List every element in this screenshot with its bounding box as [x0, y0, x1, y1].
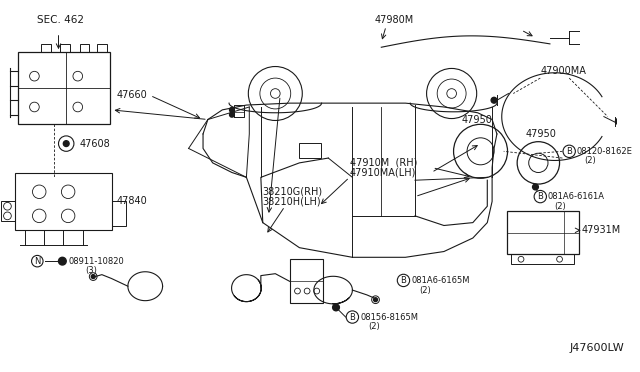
- Bar: [507, 211, 579, 254]
- Bar: [111, 201, 126, 225]
- Bar: [15, 173, 111, 230]
- Text: 47950: 47950: [526, 129, 557, 139]
- Bar: [511, 254, 574, 264]
- Circle shape: [333, 304, 339, 311]
- Text: J47600LW: J47600LW: [569, 343, 624, 353]
- Circle shape: [230, 108, 234, 112]
- Circle shape: [532, 184, 538, 190]
- Circle shape: [374, 298, 378, 302]
- Text: SEC. 462: SEC. 462: [37, 15, 84, 25]
- Text: 47660: 47660: [116, 90, 147, 100]
- Text: B: B: [401, 276, 406, 285]
- Text: 47910MA(LH): 47910MA(LH): [349, 167, 416, 177]
- Text: 47980M: 47980M: [374, 15, 414, 25]
- Bar: [41, 44, 51, 52]
- Text: (2): (2): [584, 157, 596, 166]
- Text: (2): (2): [554, 202, 566, 211]
- Text: (3): (3): [86, 266, 97, 275]
- Text: 08120-8162E: 08120-8162E: [577, 147, 633, 156]
- Text: 081A6-6161A: 081A6-6161A: [548, 192, 605, 201]
- Text: 38210G(RH): 38210G(RH): [263, 187, 323, 197]
- Circle shape: [230, 112, 234, 117]
- Circle shape: [58, 257, 66, 265]
- Text: (2): (2): [419, 286, 431, 295]
- Circle shape: [92, 275, 95, 279]
- Text: 47900MA: 47900MA: [540, 66, 586, 76]
- Text: 47608: 47608: [80, 139, 111, 148]
- Bar: [290, 259, 323, 302]
- Circle shape: [616, 119, 621, 124]
- Text: 47840: 47840: [116, 196, 147, 206]
- Text: B: B: [349, 312, 355, 321]
- Text: 47950: 47950: [461, 115, 492, 125]
- Text: B: B: [566, 147, 572, 156]
- Text: 38210H(LH): 38210H(LH): [263, 196, 321, 206]
- Text: 08156-8165M: 08156-8165M: [360, 312, 418, 321]
- Circle shape: [63, 141, 69, 147]
- Text: 47931M: 47931M: [582, 225, 621, 235]
- Bar: [97, 44, 107, 52]
- Text: 08911-10820: 08911-10820: [68, 257, 124, 266]
- Bar: [18, 52, 109, 124]
- Text: N: N: [34, 257, 40, 266]
- Text: 47910M  (RH): 47910M (RH): [349, 158, 417, 168]
- Bar: [80, 44, 90, 52]
- Circle shape: [491, 97, 497, 103]
- Text: 081A6-6165M: 081A6-6165M: [411, 276, 470, 285]
- Text: B: B: [538, 192, 543, 201]
- Bar: [1, 201, 15, 221]
- Bar: [60, 44, 70, 52]
- Bar: [300, 142, 321, 158]
- Text: (2): (2): [368, 322, 380, 331]
